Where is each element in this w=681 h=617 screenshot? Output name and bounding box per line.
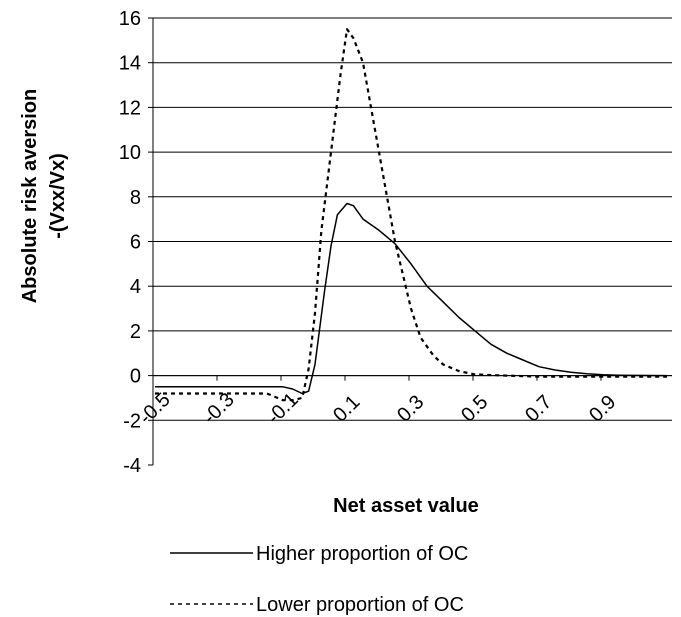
y-tick-label: 2 — [130, 321, 141, 343]
y-axis-title-line1: Absolute risk aversion — [19, 89, 41, 304]
y-tick-label: 0 — [130, 366, 141, 388]
y-tick-label: 6 — [130, 232, 141, 254]
series-lines — [155, 28, 668, 402]
y-tick-label: 14 — [119, 53, 141, 75]
x-tick-label: 0.7 — [521, 391, 556, 426]
y-tick-labels: -4 -2 0 2 4 6 8 10 12 14 16 — [119, 8, 141, 477]
y-tick-label: -4 — [123, 455, 141, 477]
legend-label-lower: Lower proportion of OC — [256, 594, 464, 616]
legend-label-higher: Higher proportion of OC — [256, 543, 468, 565]
x-tick-label: 0.9 — [585, 391, 620, 426]
y-tick-label: 16 — [119, 8, 141, 30]
x-tick-label: 0.3 — [393, 391, 428, 426]
axes — [148, 17, 672, 466]
y-tick-label: 8 — [130, 187, 141, 209]
y-tick-label: 12 — [119, 97, 141, 119]
x-tick-labels: -0.5 -0.3 -0.1 0.1 0.3 0.5 0.7 0.9 — [135, 389, 621, 429]
x-axis-title: Net asset value — [333, 495, 479, 517]
series-line-lower-proportion — [155, 28, 667, 402]
y-tick-label: 4 — [130, 276, 141, 298]
x-tick-label: 0.1 — [329, 391, 364, 426]
x-tick-label: -0.3 — [199, 389, 239, 429]
y-axis-title-line2: -(Vxx/Vx) — [47, 153, 69, 239]
y-tick-label: 10 — [119, 142, 141, 164]
x-tick-label: 0.5 — [457, 391, 492, 426]
legend: Higher proportion of OC Lower proportion… — [170, 543, 468, 616]
series-line-higher-proportion — [155, 202, 668, 395]
y-tick-label: -2 — [123, 410, 141, 432]
gridlines — [153, 17, 672, 421]
